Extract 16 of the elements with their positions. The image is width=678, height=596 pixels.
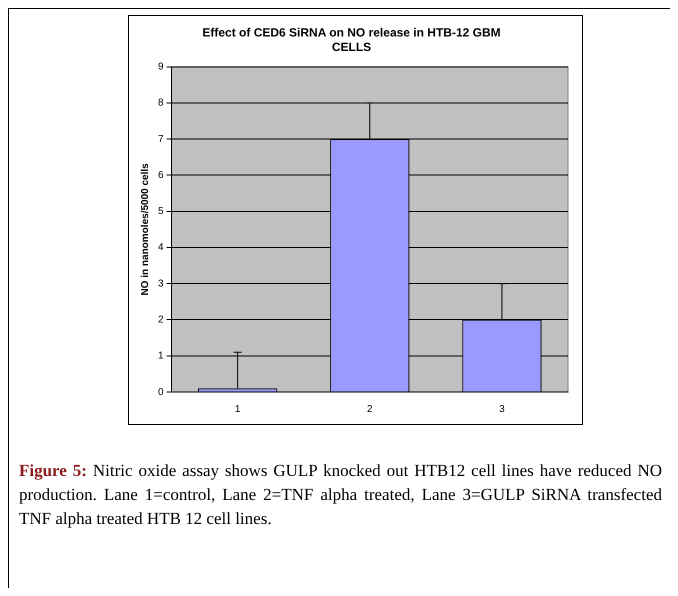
y-axis-title: NO in nanomoles/5000 cells [140,162,151,296]
y-tick-label: 3 [158,278,164,290]
x-tick-label: 3 [499,404,506,415]
y-tick-label: 0 [158,386,164,398]
y-tick-label: 4 [158,242,164,254]
caption: Figure 5: Nitric oxide assay shows GULP knocked out HTB12 cell lines have reduced NO production. Lane 1=control, Lane 2=TNF alpha treated, Lane 3=GULP SiRNA transfected TNF alpha treated HTB 12 cell lines. [19,460,662,530]
x-tick-label: 1 [234,404,241,415]
y-tick-label: 8 [158,98,164,109]
y-tick-label: 5 [158,206,164,218]
y-tick-label: 2 [158,314,164,326]
y-tick-label: 1 [158,350,164,362]
y-tick-label: 7 [158,134,164,145]
y-tick-label: 9 [158,62,164,73]
x-tick-label: 2 [367,404,373,415]
chart-title: Effect of CED6 SiRNA on NO release in HTB-12 GBM CELLS [202,26,501,54]
y-tick-label: 6 [158,170,164,181]
